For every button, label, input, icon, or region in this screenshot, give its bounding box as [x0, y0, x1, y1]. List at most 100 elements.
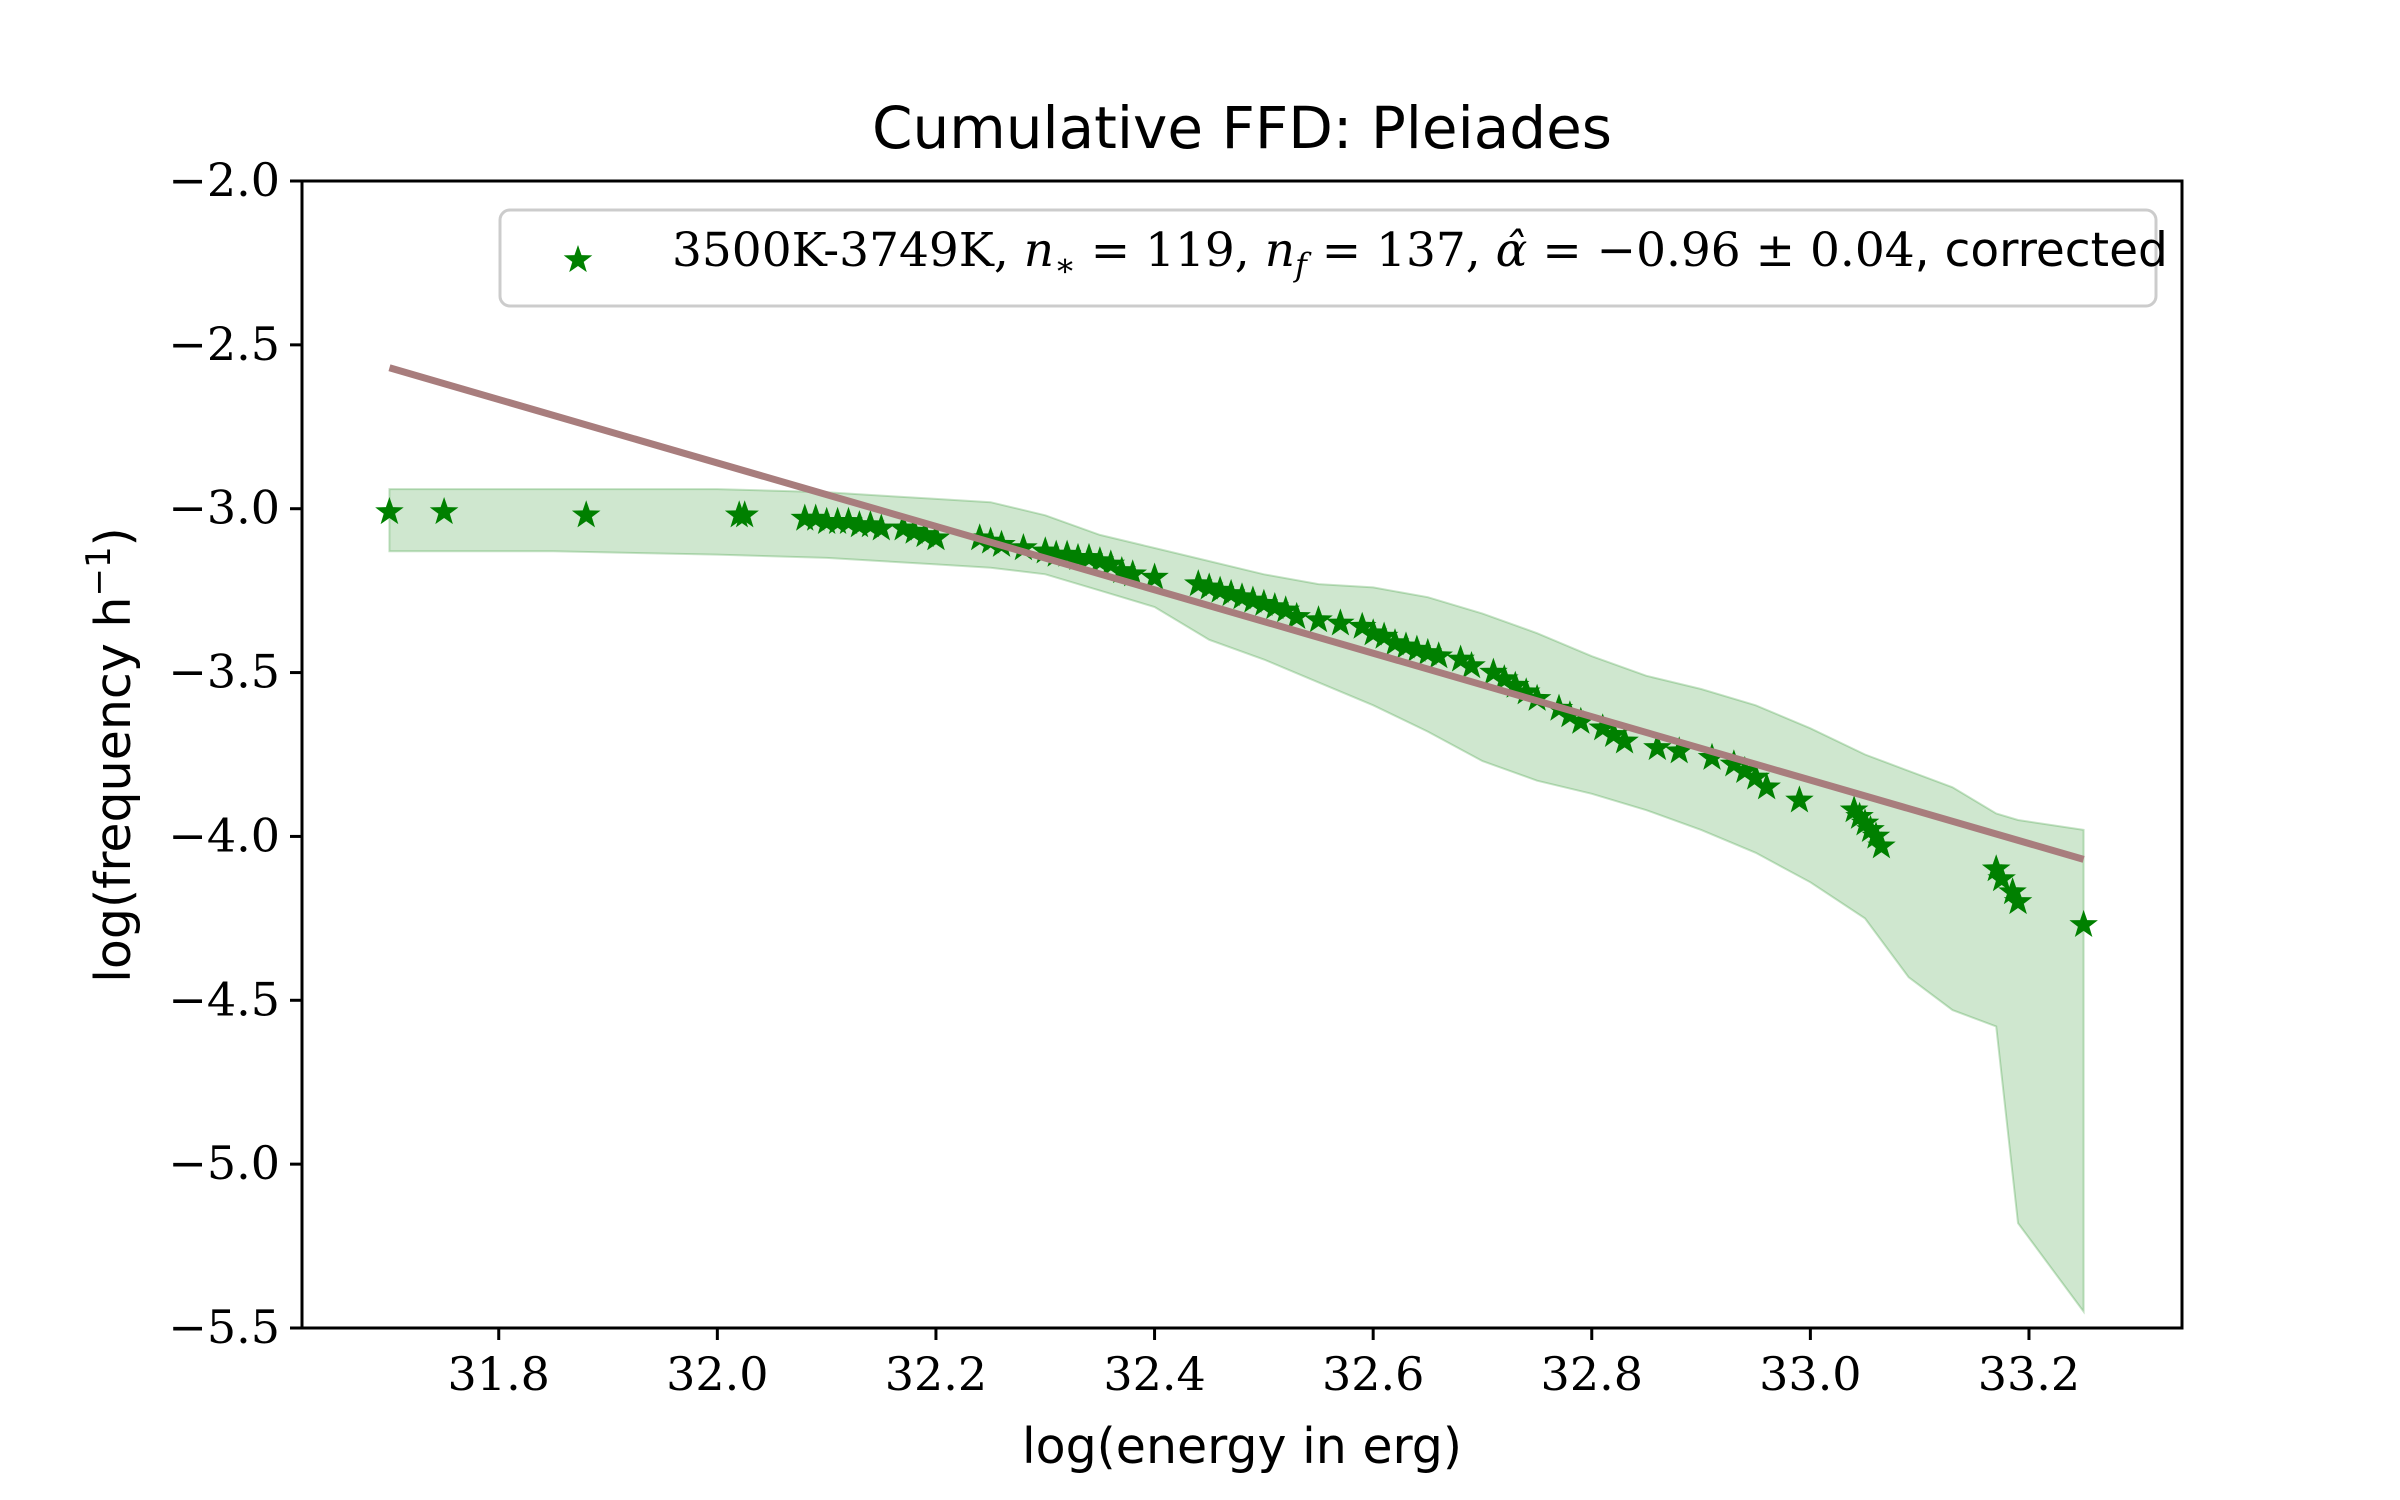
data-point — [1118, 559, 1147, 587]
x-axis: 31.8 32.0 32.2 32.4 32.6 32.8 33.0 33.2 — [448, 1328, 2080, 1401]
data-point — [1697, 742, 1727, 770]
data-point — [1326, 608, 1355, 636]
data-point — [1566, 706, 1596, 734]
data-point — [823, 506, 852, 534]
legend-label: 3500K-3749K, n∗ = 119, nf = 137, α̂ = −0… — [672, 223, 2168, 284]
y-axis-label: log(frequency h−1) — [79, 527, 142, 982]
data-point — [2003, 887, 2033, 915]
y-tick-label: −4.0 — [168, 808, 280, 862]
data-point — [910, 519, 940, 548]
data-point — [1282, 601, 1311, 629]
data-point — [1402, 634, 1432, 662]
data-point — [1730, 755, 1760, 783]
chart-title: Cumulative FFD: Pleiades — [872, 94, 1612, 162]
legend-suffix: , corrected — [1915, 223, 2168, 278]
y-tick-label: −2.0 — [168, 153, 280, 207]
data-point — [1216, 578, 1246, 607]
data-point — [921, 523, 951, 551]
data-point — [1348, 611, 1377, 639]
x-tick-label: 32.0 — [666, 1347, 768, 1401]
data-point — [1719, 749, 1749, 777]
x-tick-label: 31.8 — [448, 1347, 550, 1401]
plot-area — [375, 364, 2098, 1315]
x-tick-label: 32.4 — [1103, 1347, 1205, 1401]
data-point — [1643, 732, 1672, 761]
data-point — [812, 506, 841, 534]
data-point — [1845, 801, 1874, 829]
x-tick-label: 32.6 — [1322, 1347, 1424, 1401]
plot-frame — [300, 179, 2184, 1330]
data-point — [1369, 621, 1399, 649]
data-point — [1511, 677, 1541, 705]
data-point — [2069, 909, 2098, 937]
data-point — [834, 506, 863, 534]
data-point — [1205, 575, 1235, 603]
data-point — [1752, 772, 1781, 800]
y-axis-label-sup: −1 — [79, 546, 119, 596]
data-point — [1479, 657, 1508, 685]
fit-line — [388, 364, 2085, 863]
data-point — [867, 513, 896, 541]
data-point — [1140, 562, 1169, 590]
data-point — [1031, 536, 1060, 564]
data-point — [1839, 795, 1869, 823]
uncertainty-band — [388, 488, 2085, 1315]
data-point — [1785, 785, 1814, 813]
data-point — [1867, 831, 1896, 859]
x-tick-label: 32.2 — [885, 1347, 987, 1401]
y-tick-label: −5.0 — [168, 1136, 280, 1190]
y-tick-label: −4.5 — [168, 972, 280, 1026]
data-point — [1096, 549, 1126, 577]
data-point — [1085, 546, 1115, 574]
legend-nstar-value: = 119, — [1076, 223, 1265, 278]
data-point — [1041, 539, 1071, 567]
data-point — [1271, 595, 1300, 623]
legend-nf-value: = 137, — [1307, 223, 1496, 278]
y-tick-label: −3.5 — [168, 645, 280, 699]
data-point — [1998, 877, 2027, 905]
x-axis-label: log(energy in erg) — [1022, 1418, 1462, 1475]
data-point — [1501, 670, 1530, 698]
x-tick-label: 33.2 — [1978, 1347, 2080, 1401]
data-point — [1260, 592, 1290, 620]
data-point — [1304, 605, 1333, 633]
legend-box — [498, 208, 2158, 308]
data-point — [1457, 651, 1486, 679]
data-point — [1981, 854, 2011, 882]
y-tick-label: −2.5 — [168, 317, 280, 371]
x-tick-label: 32.8 — [1541, 1347, 1643, 1401]
legend-range: 3500K-3749K, — [672, 223, 1024, 278]
data-point — [1599, 719, 1628, 747]
legend-nstar-symbol: n — [1024, 223, 1054, 278]
y-axis: −2.0 −2.5 −3.0 −3.5 −4.0 −4.5 −5.0 −5.5 — [168, 153, 302, 1354]
data-point — [801, 503, 830, 531]
y-tick-label: −3.0 — [168, 481, 280, 535]
data-point — [1741, 762, 1770, 790]
data-point — [845, 510, 874, 538]
data-point — [571, 500, 601, 528]
x-tick-label: 33.0 — [1759, 1347, 1861, 1401]
data-point — [1588, 713, 1617, 741]
data-point — [730, 500, 759, 528]
data-point — [1413, 637, 1443, 665]
data-point — [1850, 808, 1880, 836]
data-point — [1490, 664, 1519, 692]
data-point — [1063, 542, 1093, 570]
legend-nstar-sub: ∗ — [1054, 246, 1076, 284]
data-point — [1987, 864, 2016, 892]
y-axis-label-close: ) — [85, 527, 142, 546]
legend-nf-symbol: n — [1265, 223, 1295, 278]
legend-alpha-symbol: α̂ — [1496, 223, 1528, 278]
data-point — [429, 497, 459, 525]
y-tick-label: −5.5 — [168, 1300, 280, 1354]
data-point — [1424, 641, 1453, 669]
data-point — [1009, 533, 1038, 561]
data-point — [1856, 814, 1885, 842]
data-point — [1610, 726, 1639, 754]
data-point — [1446, 644, 1475, 672]
legend: 3500K-3749K, n∗ = 119, nf = 137, α̂ = −0… — [498, 208, 2168, 308]
legend-star-marker — [563, 245, 593, 273]
data-point — [1358, 618, 1388, 646]
data-point — [375, 497, 404, 525]
